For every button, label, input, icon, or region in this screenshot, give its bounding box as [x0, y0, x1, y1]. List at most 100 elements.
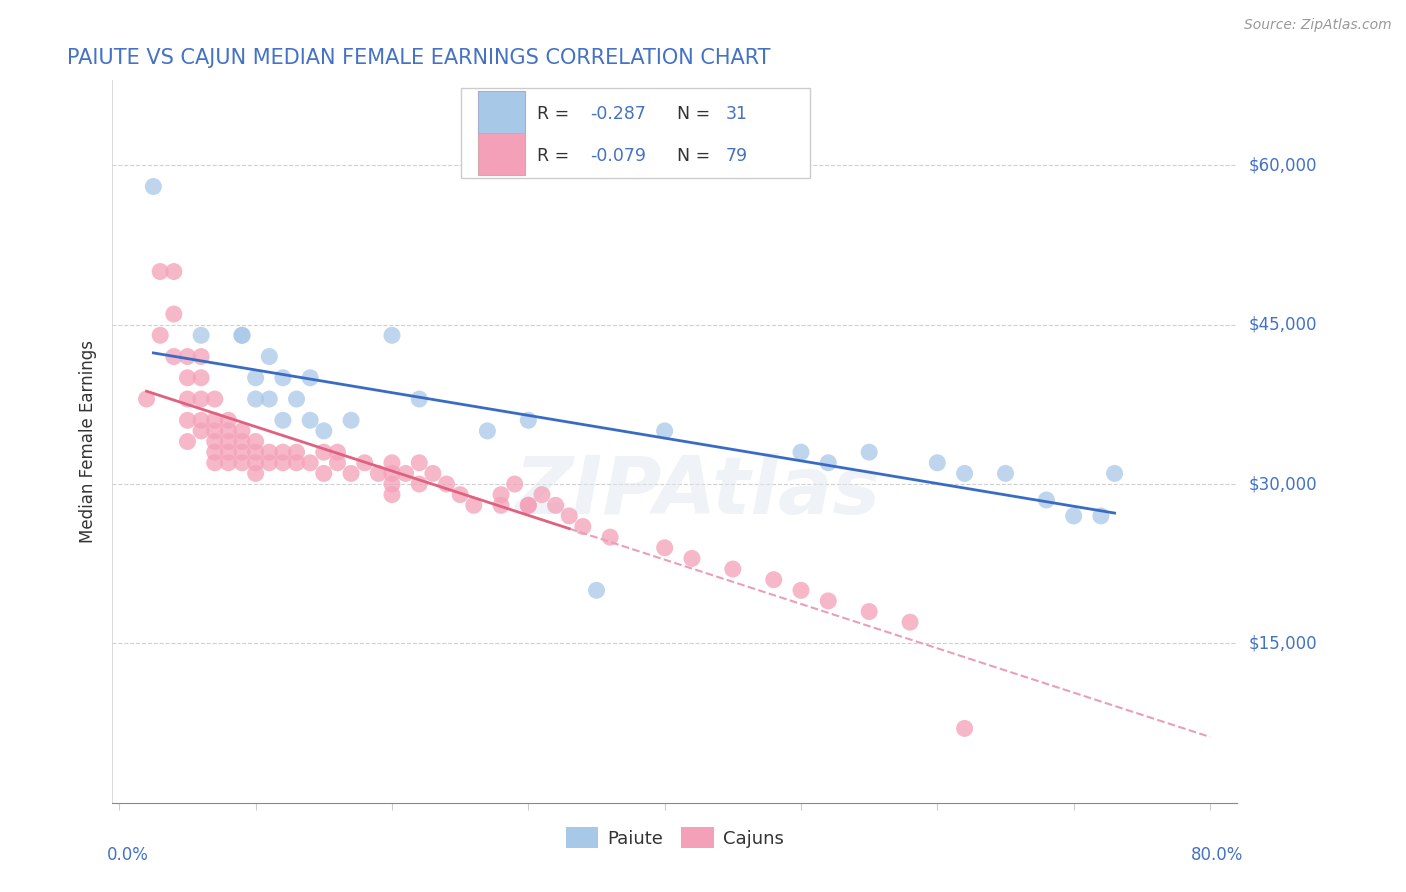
Point [204, 456, 226, 470]
Text: -0.287: -0.287 [591, 105, 647, 123]
Point [271, 371, 294, 385]
Point [817, 456, 839, 470]
Point [204, 392, 226, 406]
Point [517, 413, 540, 427]
Text: PAIUTE VS CAJUN MEDIAN FEMALE EARNINGS CORRELATION CHART: PAIUTE VS CAJUN MEDIAN FEMALE EARNINGS C… [67, 47, 770, 68]
Point [436, 477, 458, 491]
Text: -0.079: -0.079 [591, 147, 647, 165]
Point [1090, 508, 1112, 523]
Point [176, 371, 198, 385]
Point [204, 413, 226, 427]
Text: 31: 31 [725, 105, 748, 123]
Point [489, 488, 512, 502]
Point [544, 498, 567, 512]
Point [517, 498, 540, 512]
Point [1035, 493, 1057, 508]
Text: $60,000: $60,000 [1249, 156, 1317, 174]
Point [245, 392, 267, 406]
Point [572, 519, 595, 533]
Point [259, 456, 281, 470]
Point [217, 413, 239, 427]
Point [422, 467, 444, 481]
Point [1104, 467, 1126, 481]
Point [176, 434, 198, 449]
Point [489, 498, 512, 512]
Legend: Paiute, Cajuns: Paiute, Cajuns [558, 820, 792, 855]
Text: $45,000: $45,000 [1249, 316, 1317, 334]
Point [654, 424, 676, 438]
Point [503, 477, 526, 491]
Point [271, 445, 294, 459]
Point [381, 467, 404, 481]
Point [135, 392, 157, 406]
Point [190, 328, 212, 343]
Point [681, 551, 703, 566]
Point [271, 413, 294, 427]
Point [408, 477, 430, 491]
Text: Source: ZipAtlas.com: Source: ZipAtlas.com [1244, 18, 1392, 32]
Text: $15,000: $15,000 [1249, 634, 1317, 652]
Point [326, 445, 349, 459]
Point [176, 392, 198, 406]
Text: 80.0%: 80.0% [1191, 847, 1243, 864]
Point [790, 583, 813, 598]
Point [217, 424, 239, 438]
Point [163, 350, 186, 364]
Point [340, 467, 363, 481]
Point [585, 583, 607, 598]
Point [817, 594, 839, 608]
Point [517, 498, 540, 512]
Point [190, 424, 212, 438]
Point [953, 467, 976, 481]
Point [149, 328, 172, 343]
Text: R =: R = [537, 147, 574, 165]
Point [299, 371, 322, 385]
Point [898, 615, 921, 630]
Point [231, 445, 253, 459]
Point [285, 456, 308, 470]
Point [790, 445, 813, 459]
Point [231, 328, 253, 343]
Point [217, 456, 239, 470]
Point [381, 328, 404, 343]
Text: 79: 79 [725, 147, 748, 165]
Point [994, 467, 1017, 481]
Point [408, 456, 430, 470]
Point [259, 392, 281, 406]
Point [858, 605, 880, 619]
Point [1063, 508, 1085, 523]
Text: N =: N = [678, 105, 716, 123]
Point [599, 530, 621, 544]
Point [285, 392, 308, 406]
Point [381, 477, 404, 491]
FancyBboxPatch shape [478, 133, 526, 176]
Point [449, 488, 471, 502]
Point [149, 264, 172, 278]
Point [217, 434, 239, 449]
Point [176, 413, 198, 427]
Point [271, 456, 294, 470]
Point [163, 264, 186, 278]
Point [312, 424, 335, 438]
Point [176, 350, 198, 364]
Point [190, 413, 212, 427]
Text: $30,000: $30,000 [1249, 475, 1317, 493]
Point [259, 445, 281, 459]
Point [190, 392, 212, 406]
Point [245, 467, 267, 481]
Point [204, 424, 226, 438]
Text: 0.0%: 0.0% [107, 847, 149, 864]
Point [142, 179, 165, 194]
Point [204, 434, 226, 449]
Point [245, 456, 267, 470]
Point [477, 424, 499, 438]
Point [394, 467, 416, 481]
Point [408, 392, 430, 406]
Point [190, 350, 212, 364]
Point [163, 307, 186, 321]
Point [953, 722, 976, 736]
Point [530, 488, 553, 502]
Point [463, 498, 485, 512]
Point [190, 371, 212, 385]
Point [721, 562, 744, 576]
